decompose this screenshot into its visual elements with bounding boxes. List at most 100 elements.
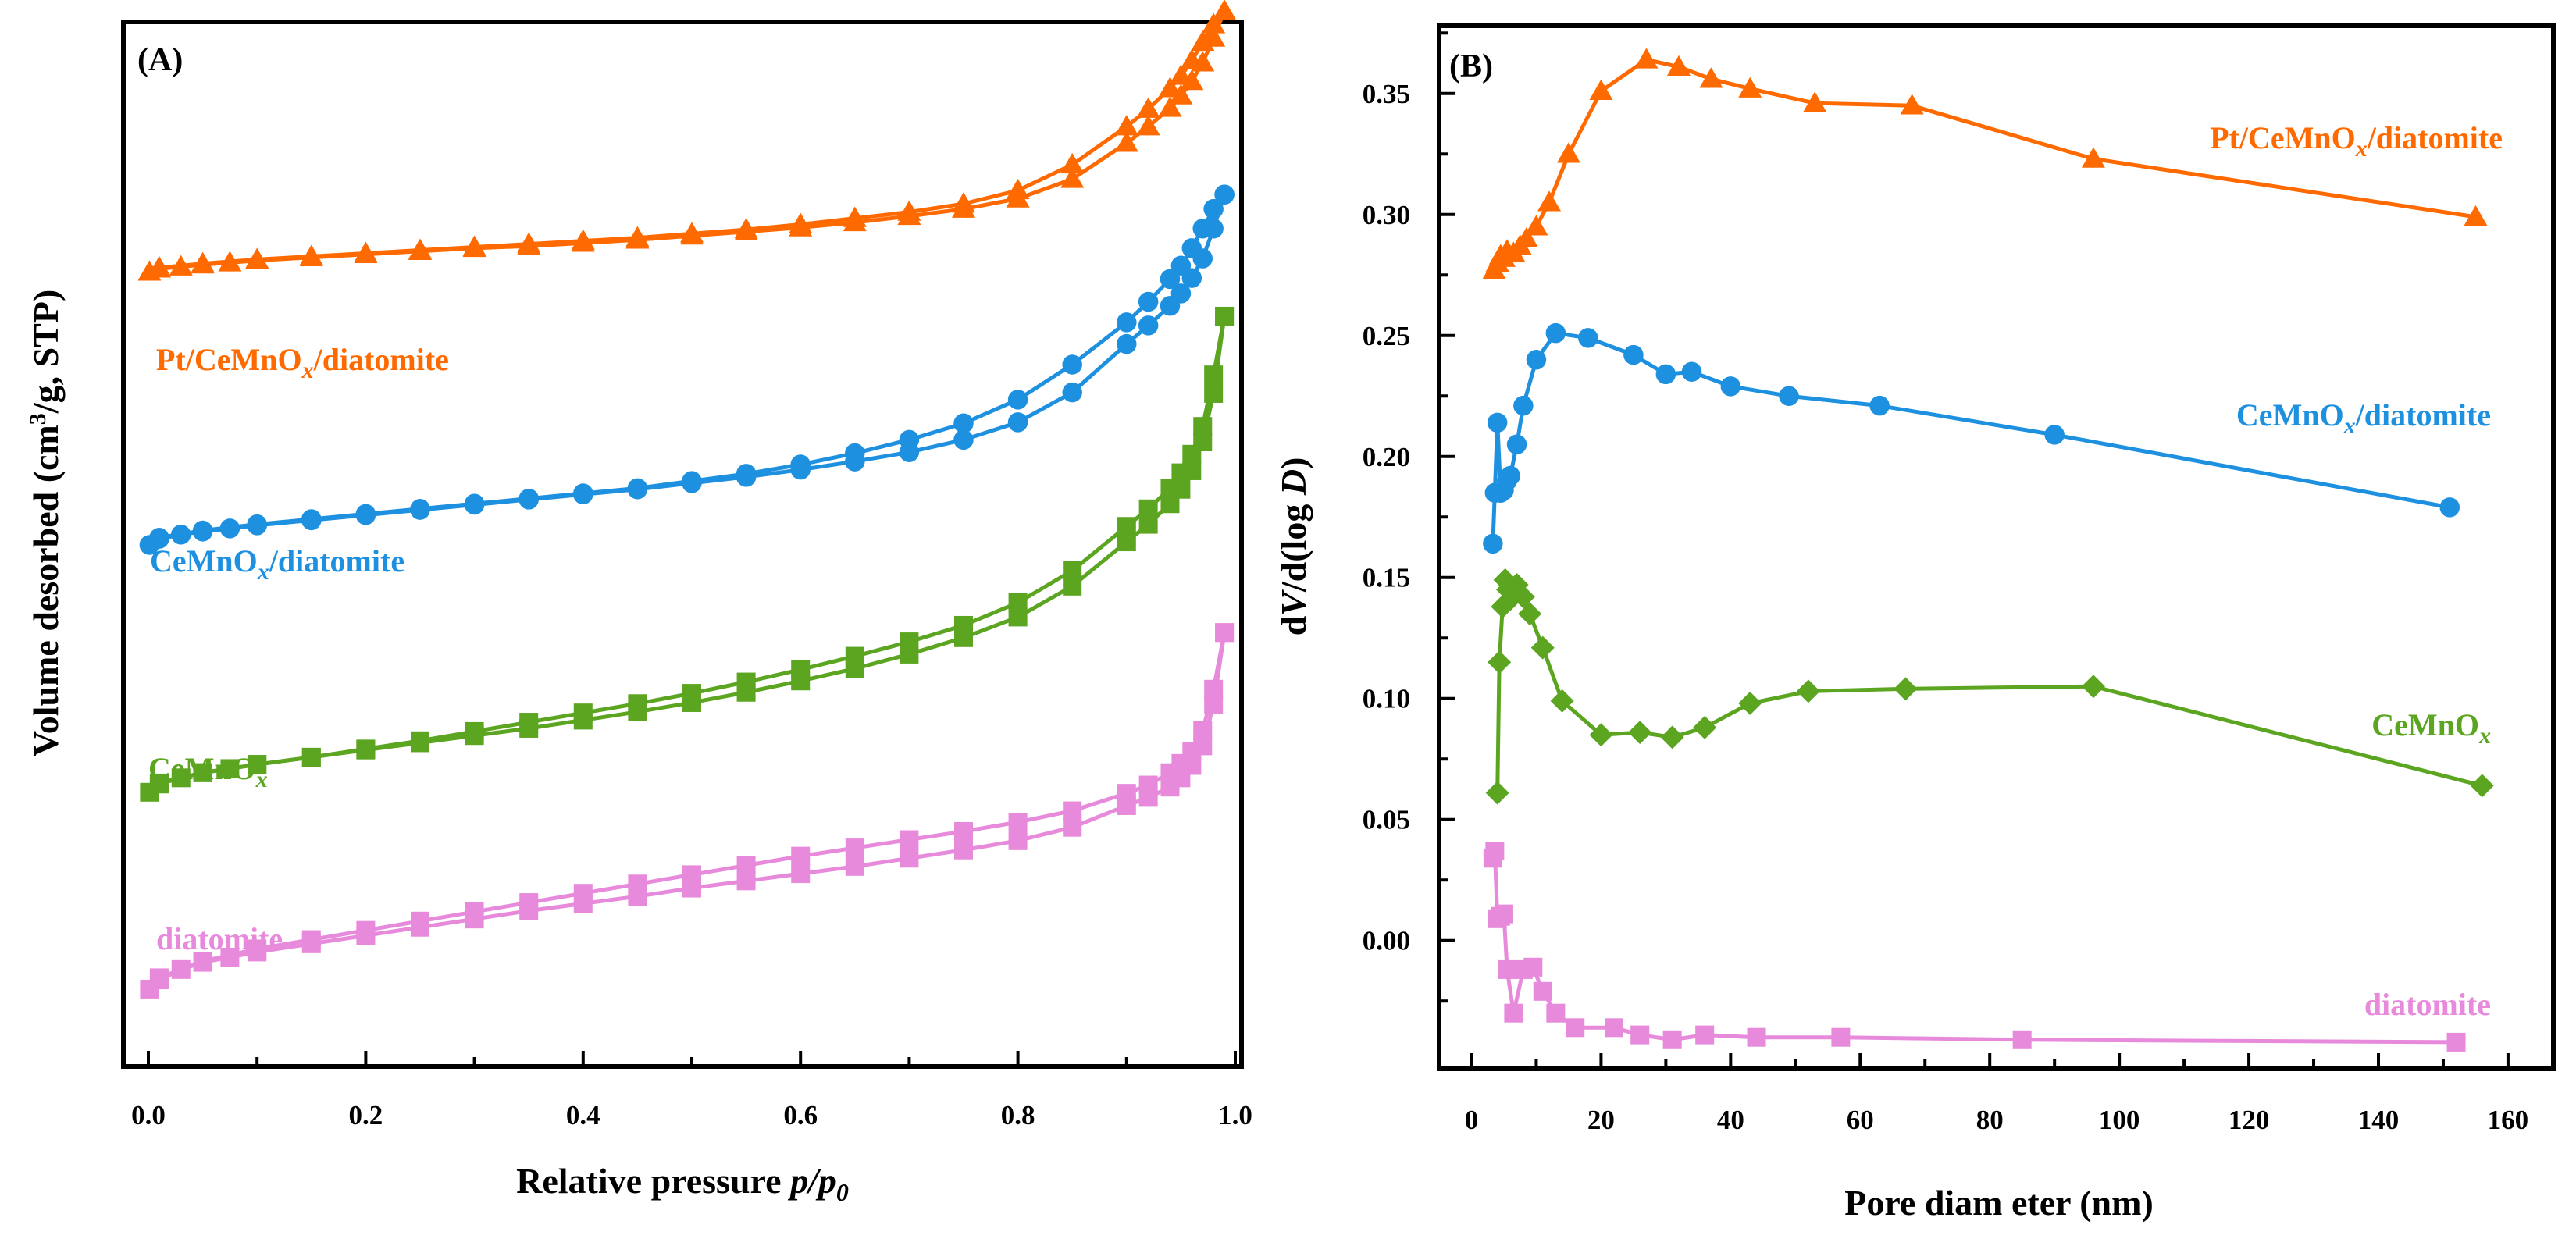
desorption-point xyxy=(843,206,867,227)
panel-a-series-labels: Pt/CeMnOx/diatomite CeMnOx/diatomite CeMnO… xyxy=(148,342,449,956)
desorption-point xyxy=(355,504,376,525)
series-line xyxy=(1492,57,2476,272)
desorption-point xyxy=(791,660,811,679)
desorption-point xyxy=(953,413,974,433)
panel-a-x-ticks: 0.0 0.2 0.4 0.6 0.8 1.0 xyxy=(131,1051,1252,1130)
series-diatomite xyxy=(1483,842,2466,1052)
desorption-point xyxy=(410,499,430,519)
data-point xyxy=(1662,1030,1682,1049)
desorption-point xyxy=(682,865,701,885)
desorption-point xyxy=(462,235,486,256)
adsorption-point xyxy=(1114,131,1138,152)
desorption-point xyxy=(408,238,432,259)
panel-b: (B) 0 20 40 60 80 100 120 140 160 0.00 0.05 0.10 0.1… xyxy=(1274,23,2556,1223)
adsorption-point xyxy=(1007,412,1028,433)
data-point xyxy=(1537,190,1562,212)
data-point xyxy=(1628,721,1652,745)
data-point xyxy=(1526,350,1547,370)
panel-b-label: (B) xyxy=(1449,48,1493,84)
data-point xyxy=(1589,79,1613,100)
desorption-point xyxy=(1117,784,1136,803)
desorption-point xyxy=(356,920,376,940)
desorption-point xyxy=(1182,444,1202,464)
label-pt-cemnox-diatomite: Pt/CeMnOx/diatomite xyxy=(156,342,449,383)
desorption-point xyxy=(952,192,975,213)
panel-b-series-labels: Pt/CeMnOx/diatomite CeMnOx/diatomite CeMnO… xyxy=(2210,120,2503,1022)
y-tick-label: 0.30 xyxy=(1363,200,1410,230)
desorption-point xyxy=(571,229,595,250)
adsorption-point xyxy=(1062,382,1082,403)
desorption-point xyxy=(899,429,920,450)
data-point xyxy=(1699,67,1723,88)
desorption-point xyxy=(1202,12,1226,34)
data-point xyxy=(1747,1027,1766,1047)
desorption-point xyxy=(845,443,865,464)
series-diatomite xyxy=(140,623,1235,999)
desorption-point xyxy=(1062,354,1082,375)
adsorption-point xyxy=(953,429,974,450)
panel-a-series xyxy=(137,0,1237,999)
data-point xyxy=(1530,635,1555,660)
desorption-point xyxy=(845,646,864,666)
x-tick-label: 100 xyxy=(2099,1105,2140,1135)
data-point xyxy=(1494,904,1513,924)
desorption-point xyxy=(354,241,378,262)
data-point xyxy=(2044,425,2065,445)
series-cemnox-diatomite xyxy=(139,184,1235,555)
desorption-point xyxy=(193,952,212,971)
desorption-point xyxy=(1158,77,1182,98)
desorption-point xyxy=(900,830,919,849)
desorption-point xyxy=(1060,152,1085,174)
data-point xyxy=(1634,48,1659,69)
desorption-point xyxy=(147,255,171,277)
desorption-point xyxy=(680,222,704,243)
desorption-point xyxy=(1203,198,1224,219)
panel-b-frame xyxy=(1437,23,2556,1071)
data-point xyxy=(1545,322,1566,344)
desorption-point xyxy=(465,902,484,921)
data-point xyxy=(2464,205,2488,226)
desorption-point xyxy=(1193,721,1213,740)
y-tick-label: 0.20 xyxy=(1363,442,1410,472)
data-point xyxy=(1513,395,1534,416)
desorption-point xyxy=(1114,115,1138,136)
desorption-point xyxy=(1191,30,1215,52)
desorption-point xyxy=(245,247,269,269)
x-tick-label: 140 xyxy=(2358,1105,2400,1135)
data-point xyxy=(2470,774,2494,798)
label-cemnox-diatomite: CeMnOx/diatomite xyxy=(150,543,404,585)
series-line xyxy=(1491,850,2457,1045)
desorption-point xyxy=(247,514,267,535)
desorption-point xyxy=(519,713,539,732)
desorption-point xyxy=(1213,0,1237,20)
desorption-point xyxy=(682,471,702,491)
y-tick-label: 0.35 xyxy=(1363,79,1410,109)
desorption-point xyxy=(1180,48,1204,69)
desorption-point xyxy=(1170,255,1192,276)
desorption-point xyxy=(1136,97,1160,118)
data-point xyxy=(1796,679,1820,703)
desorption-point xyxy=(149,773,169,792)
data-point xyxy=(1498,959,1517,979)
desorption-point xyxy=(1160,763,1180,782)
adsorption-point xyxy=(1060,167,1085,188)
data-point xyxy=(1523,957,1543,977)
desorption-point xyxy=(1169,64,1193,85)
series-cemnox-diatomite xyxy=(1483,322,2460,554)
series-pt-cemnox-diatomite xyxy=(137,0,1237,281)
desorption-point xyxy=(1117,517,1136,536)
desorption-point xyxy=(625,226,650,247)
desorption-point xyxy=(1008,813,1028,832)
panel-b-y-axis-title: dV/d(log D) xyxy=(1274,457,1313,636)
desorption-point xyxy=(736,856,756,875)
desorption-point xyxy=(954,615,973,635)
data-point xyxy=(1660,725,1684,749)
desorption-point xyxy=(193,763,212,782)
desorption-point xyxy=(149,968,169,988)
x-tick-label: 120 xyxy=(2229,1105,2270,1135)
data-point xyxy=(1894,677,1918,701)
x-tick-label: 40 xyxy=(1717,1105,1744,1135)
label-cemnox-diatomite: CeMnOx/diatomite xyxy=(2236,397,2491,439)
label-cemnox: CeMnOx xyxy=(148,751,268,792)
desorption-point xyxy=(464,493,485,514)
